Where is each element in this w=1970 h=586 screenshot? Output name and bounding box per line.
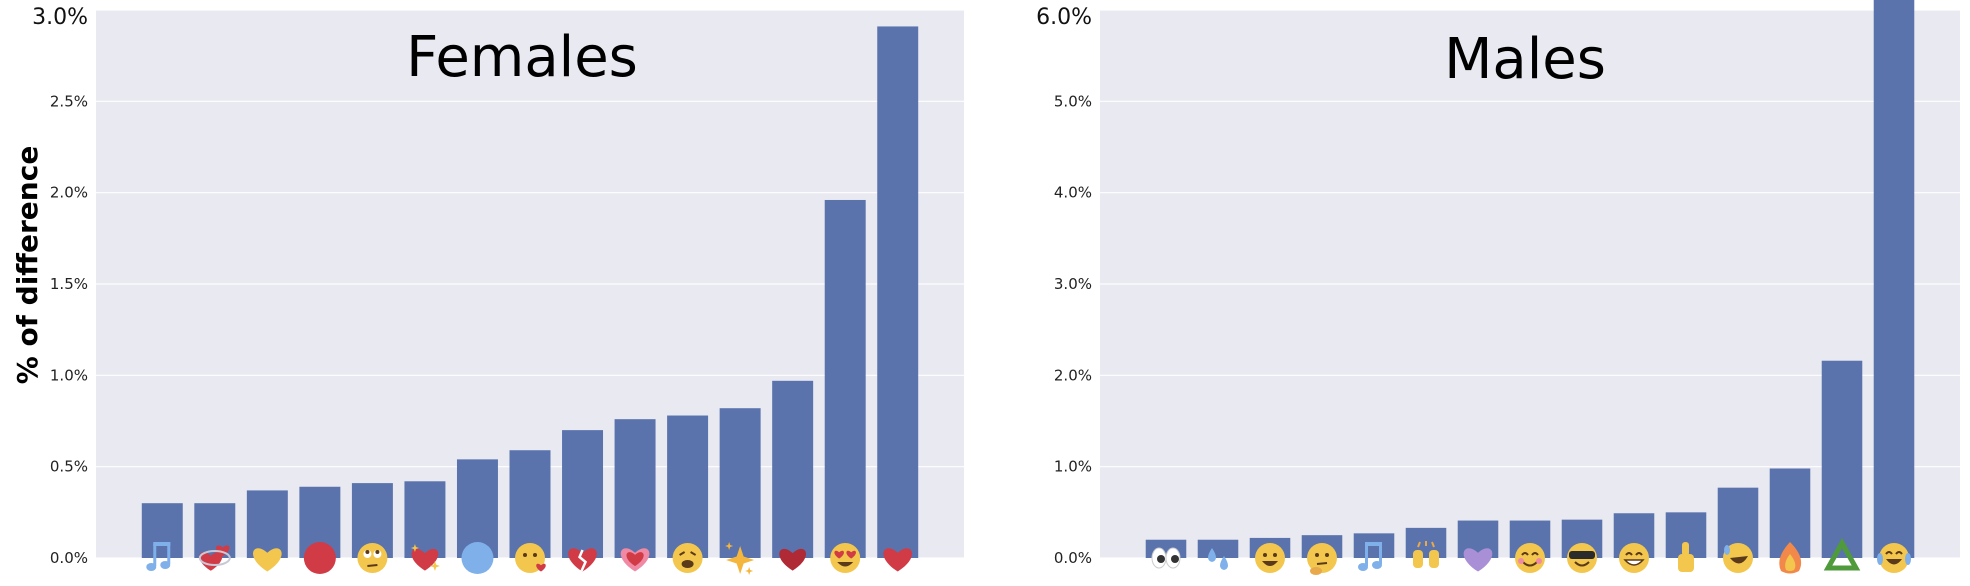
revolving-hearts-icon [198, 545, 231, 571]
broken-heart-icon [568, 548, 597, 572]
eyes-icon [1151, 547, 1181, 569]
recycling-symbol-icon [1823, 537, 1861, 571]
y-tick-label: 3.0% [32, 5, 88, 30]
rolling-on-the-floor-laughing-icon [1723, 543, 1753, 573]
y-tick-label: 5.0% [1054, 92, 1092, 110]
musical-note-icon [1358, 542, 1382, 571]
y-tick-label: 4.0% [1054, 184, 1092, 202]
bar [1821, 360, 1863, 558]
growing-heart-icon [620, 548, 650, 572]
sweat-droplets-icon [1208, 548, 1228, 570]
bar [404, 481, 446, 558]
sparkles-icon [725, 542, 755, 575]
raising-hands-icon [1413, 541, 1439, 568]
face-blowing-a-kiss-icon [515, 543, 546, 573]
smiling-face-with-heart-eyes-icon [830, 543, 861, 573]
bar [194, 503, 236, 558]
face-with-tears-of-joy-icon [1877, 543, 1911, 573]
y-tick-label: 1.0% [1054, 458, 1092, 476]
chart-title: Males [1444, 27, 1606, 92]
males-panel: 0.0% 1.0% 2.0% 3.0% 4.0% 5.0% 6.0% Males [1036, 0, 1960, 575]
weary-face-icon [672, 543, 703, 573]
y-tick-label: 6.0% [1036, 5, 1092, 30]
bar [614, 419, 656, 558]
bar [667, 415, 709, 558]
fire-icon [1779, 542, 1802, 574]
bar [1197, 539, 1239, 558]
red-circle-icon [303, 542, 336, 574]
bar [877, 26, 919, 558]
bar [719, 408, 761, 558]
smiling-face-with-smiling-eyes-icon [1515, 543, 1545, 573]
yellow-heart-icon [253, 548, 282, 572]
y-tick-label: 1.0% [50, 366, 88, 384]
y-tick-label: 0.5% [50, 458, 88, 476]
y-tick-label: 1.5% [50, 275, 88, 293]
thinking-face-icon [1307, 543, 1337, 575]
bar [824, 199, 866, 558]
bar [509, 450, 551, 558]
y-tick-label: 0.0% [1054, 549, 1092, 567]
face-with-rolling-eyes-icon [357, 543, 388, 573]
thumbs-up-icon [1678, 542, 1694, 572]
y-tick-label: 2.0% [1054, 366, 1092, 384]
dark-red-heart-icon [779, 548, 807, 571]
blue-circle-icon [461, 542, 494, 574]
females-panel: 0.0% 0.5% 1.0% 1.5% 2.0% 2.5% 3.0% Females [32, 5, 964, 575]
y-tick-label: 3.0% [1054, 275, 1092, 293]
bar [562, 430, 604, 558]
multiple-musical-notes-icon [146, 542, 171, 571]
y-axis-label: % of difference [11, 146, 44, 385]
purple-heart-icon [1463, 548, 1493, 572]
bar [141, 503, 183, 558]
red-heart-icon [883, 548, 913, 572]
y-tick-label: 2.5% [50, 92, 88, 110]
bar [456, 459, 498, 558]
chart-title: Females [406, 25, 638, 90]
y-tick-label: 0.0% [50, 549, 88, 567]
bar [772, 380, 814, 558]
bar [1873, 0, 1915, 559]
beaming-face-icon [1619, 543, 1649, 573]
grinning-face-icon [1255, 543, 1285, 573]
sparkling-heart-icon [410, 544, 440, 571]
smiling-face-with-sunglasses-icon [1567, 543, 1597, 573]
y-tick-label: 2.0% [50, 184, 88, 202]
bar [246, 490, 288, 558]
